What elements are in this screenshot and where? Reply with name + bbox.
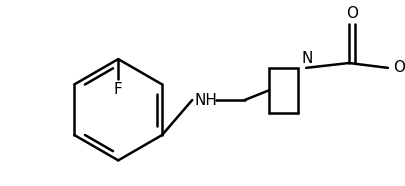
Text: F: F bbox=[113, 81, 122, 97]
Text: O: O bbox=[345, 6, 357, 21]
Text: NH: NH bbox=[194, 92, 217, 108]
Text: N: N bbox=[301, 51, 312, 66]
Text: O: O bbox=[392, 60, 404, 75]
